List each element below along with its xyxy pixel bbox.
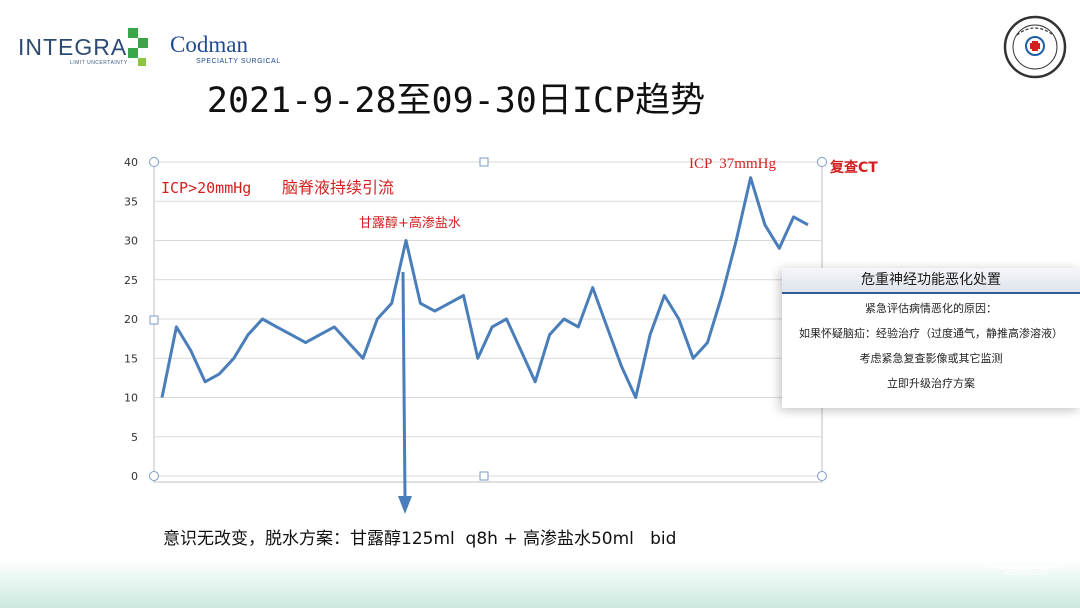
y-tick-label: 5 bbox=[131, 431, 138, 444]
selection-handle bbox=[149, 471, 159, 481]
gridlines bbox=[154, 161, 822, 477]
selection-handle bbox=[817, 157, 827, 167]
slide-title: 2021-9-28至09-30日ICP趋势 bbox=[206, 81, 706, 121]
treatment-annotation: 甘露醇+高渗盐水 bbox=[359, 215, 461, 231]
plot-area-frame bbox=[153, 161, 823, 483]
selection-handle bbox=[479, 471, 489, 481]
popup-title: 危重神经功能恶化处置 bbox=[782, 268, 1080, 294]
selection-handle bbox=[149, 157, 159, 167]
codman-logo: Codman bbox=[170, 32, 248, 57]
icp-series-line bbox=[160, 176, 809, 399]
popup-line-1: 紧急评估病情恶化的原因： bbox=[865, 302, 997, 315]
watermark-text: 脑医汇 bbox=[1001, 543, 1052, 563]
watermark-sub: Brainmed.com bbox=[1004, 570, 1048, 577]
popup-line-4: 立即升级治疗方案 bbox=[887, 377, 975, 390]
y-tick-label: 20 bbox=[124, 313, 138, 326]
treatment-arrow-head bbox=[398, 496, 412, 514]
y-tick-label: 10 bbox=[124, 392, 138, 405]
y-tick-label: 15 bbox=[124, 352, 138, 365]
selection-handle bbox=[817, 471, 827, 481]
recheck-ct-annotation: 复查CT bbox=[829, 159, 878, 176]
selection-handle bbox=[149, 315, 159, 325]
treatment-arrow-shaft bbox=[401, 271, 407, 499]
y-tick-label: 30 bbox=[124, 235, 138, 248]
y-tick-label: 35 bbox=[124, 195, 138, 208]
integra-logo-squares-icon bbox=[128, 28, 148, 66]
csf-drainage-annotation: 脑脊液持续引流 bbox=[282, 178, 394, 197]
threshold-annotation: ICP>20mmHg bbox=[161, 179, 251, 197]
brainmed-watermark-icon: 脑医汇 Brainmed.com bbox=[989, 533, 1063, 577]
integra-tagline: LIMIT UNCERTAINTY bbox=[70, 60, 128, 66]
y-tick-label: 25 bbox=[124, 274, 138, 287]
hospital-seal-icon bbox=[1003, 15, 1067, 79]
selection-handle bbox=[479, 157, 489, 167]
peak-annotation: ICP 37mmHg bbox=[689, 156, 776, 172]
y-tick-label: 0 bbox=[131, 470, 138, 483]
popup-line-2: 如果怀疑脑疝：经验治疗（过度通气，静推高渗溶液） bbox=[799, 327, 1063, 340]
slide-footer-band bbox=[0, 560, 1080, 608]
codman-tagline: SPECIALTY SURGICAL bbox=[196, 58, 281, 65]
critical-deterioration-popup: 危重神经功能恶化处置 紧急评估病情恶化的原因： 如果怀疑脑疝：经验治疗（过度通气… bbox=[782, 268, 1080, 408]
y-tick-labels: 0 5 10 15 20 25 30 35 40 bbox=[124, 156, 138, 483]
dehydration-plan-note: 意识无改变，脱水方案：甘露醇125ml q8h + 高渗盐水50ml bid bbox=[163, 529, 677, 549]
y-tick-label: 40 bbox=[124, 156, 138, 169]
integra-logo: INTEGRA bbox=[18, 34, 128, 60]
popup-line-3: 考虑紧急复查影像或其它监测 bbox=[859, 352, 1003, 365]
